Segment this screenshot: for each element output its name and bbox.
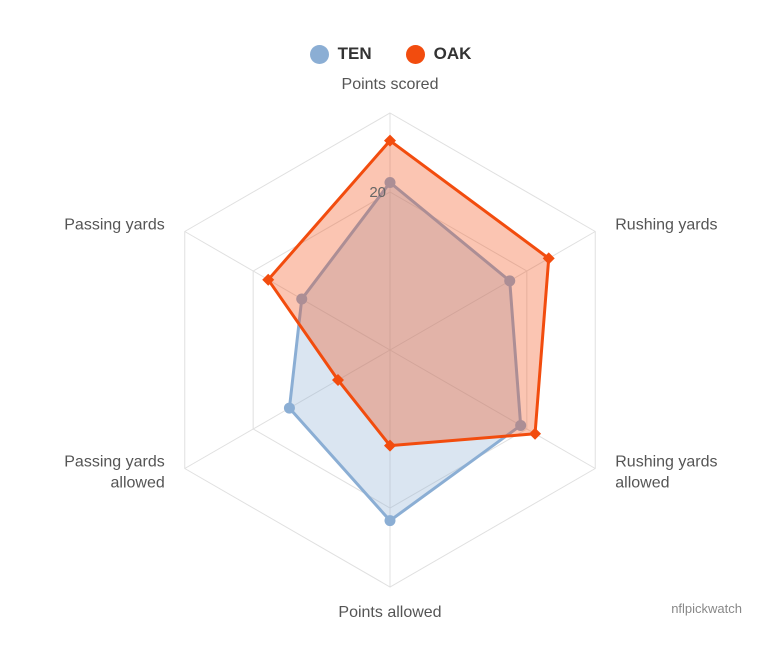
point-ten-4 [283,402,295,414]
legend-label-ten: TEN [337,44,372,63]
point-ten-1 [504,275,516,287]
point-oak-5 [262,273,275,286]
point-ten-5 [296,293,308,305]
point-oak-0 [384,134,396,147]
point-oak-3 [384,439,396,452]
axis-labels: Points scored Rushing yards Rushing yards a… [64,76,717,621]
axis-label-line: allowed [615,475,669,492]
axis-label-4: Passing yards allowed [64,454,165,492]
point-ten-2 [515,419,527,431]
axis-label-line: Passing yards [64,217,165,234]
legend: TEN OAK [0,44,781,64]
axis-label-2: Rushing yards allowed [615,454,717,492]
point-oak-4 [332,374,345,387]
axis-label-0: Points scored [342,76,439,93]
axis-label-line: Rushing yards [615,217,717,234]
axis-label-line: Points scored [342,76,439,93]
legend-label-oak: OAK [433,44,472,63]
legend-marker-oak [405,44,425,64]
grid-spoke-2 [389,349,596,469]
axis-label-3: Points allowed [338,604,441,621]
axis-label-1: Rushing yards [615,217,717,234]
tick-labels: 20 [369,184,386,201]
radar-series [262,134,555,527]
legend-item-ten[interactable]: TEN [309,44,372,64]
legend-marker-ten [309,44,329,64]
axis-label-line: Passing yards [64,454,165,471]
credit-text: nflpickwatch [671,601,742,616]
grid-spoke-1 [389,231,596,351]
point-ten-0 [384,177,396,189]
point-oak-1 [542,252,555,265]
point-oak-2 [529,427,542,440]
legend-item-oak[interactable]: OAK [405,44,472,64]
tick-label-0: 20 [369,184,386,201]
axis-label-line: allowed [110,475,164,492]
axis-label-line: Rushing yards [615,454,717,471]
axis-label-line: Points allowed [338,604,441,621]
point-ten-3 [384,515,396,527]
grid-spoke-5 [184,231,391,351]
axis-label-5: Passing yards [64,217,165,234]
